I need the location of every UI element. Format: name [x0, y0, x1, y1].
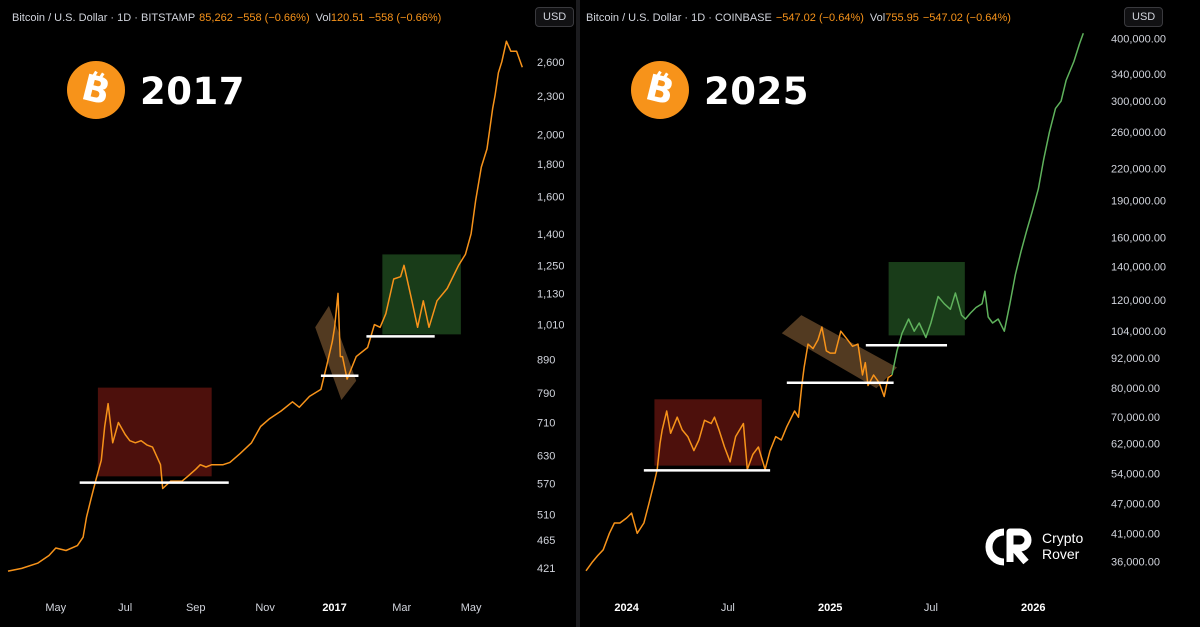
panel-divider [576, 0, 580, 627]
vol-value: 120.51 [330, 12, 365, 24]
symbol-label: Bitcoin / U.S. Dollar · 1D · COINBASE [586, 12, 772, 24]
y-tick-label: 570 [537, 479, 555, 491]
y-tick-label: 54,000.00 [1111, 469, 1160, 481]
vol-change: −547.02 (−0.64%) [922, 12, 1011, 24]
symbol-label: Bitcoin / U.S. Dollar · 1D · BITSTAMP [12, 12, 196, 24]
y-tick-label: 300,000.00 [1111, 96, 1166, 108]
y-tick-label: 104,000.00 [1111, 326, 1166, 338]
y-tick-label: 120,000.00 [1111, 295, 1166, 307]
bitcoin-logo-icon: B [67, 61, 125, 119]
y-tick-label: 220,000.00 [1111, 163, 1166, 175]
x-tick-label: May [45, 602, 66, 614]
price-line-1 [891, 32, 1085, 376]
y-tick-label: 630 [537, 451, 555, 463]
y-tick-label: 1,250 [537, 260, 565, 272]
y-tick-label: 62,000.00 [1111, 439, 1160, 451]
consolidation-box-green [888, 262, 965, 336]
y-tick-label: 1,010 [537, 320, 565, 332]
consolidation-box-red [97, 387, 212, 477]
bitcoin-logo-icon: B [631, 61, 689, 119]
x-tick-label: Nov [255, 602, 275, 614]
y-tick-label: 260,000.00 [1111, 127, 1166, 139]
x-tick-label: Jul [924, 602, 938, 614]
consolidation-box-green [382, 254, 461, 335]
x-tick-label: 2024 [614, 602, 639, 614]
y-tick-label: 1,600 [537, 192, 565, 204]
y-tick-label: 1,400 [537, 229, 565, 241]
y-tick-label: 421 [537, 563, 555, 575]
y-tick-label: 2,300 [537, 91, 565, 103]
x-tick-label: Sep [186, 602, 206, 614]
brand-name: Crypto Rover [1042, 530, 1083, 562]
y-tick-label: 41,000.00 [1111, 528, 1160, 540]
vol-change: −558 (−0.66%) [368, 12, 442, 24]
x-tick-label: Jul [721, 602, 735, 614]
year-label: 2025 [704, 70, 809, 113]
crypto-rover-logo-icon [985, 528, 1032, 566]
vol-label: Vol [869, 12, 886, 24]
x-tick-label: 2026 [1021, 602, 1045, 614]
year-label: 2017 [140, 70, 245, 113]
chart-2017-svg: 2,600 2,300 2,000 1,800 1,600 1,400 1,250 1,130… [7, 40, 565, 614]
y-tick-label: 140,000.00 [1111, 262, 1166, 274]
brand-line-2: Rover [1042, 546, 1080, 562]
chart-2025-svg: 400,000.00 340,000.00 300,000.00 260,000.00… [585, 32, 1166, 614]
y-tick-label: 47,000.00 [1111, 499, 1160, 511]
y-tick-label: 1,130 [537, 288, 565, 300]
x-tick-label: 2017 [322, 602, 346, 614]
y-tick-label: 92,000.00 [1111, 353, 1160, 365]
price-change: −558 (−0.66%) [236, 12, 310, 24]
chart-panel-2025: 400,000.00 340,000.00 300,000.00 260,000.00… [580, 0, 1200, 627]
y-tick-label: 70,000.00 [1111, 412, 1160, 424]
chart-header: Bitcoin / U.S. Dollar · 1D · BITSTAMP 85,… [12, 12, 441, 24]
y-tick-label: 80,000.00 [1111, 383, 1160, 395]
x-tick-label: Mar [392, 602, 411, 614]
y-tick-label: 465 [537, 535, 555, 547]
currency-button[interactable]: USD [535, 7, 575, 27]
y-tick-label: 190,000.00 [1111, 195, 1166, 207]
x-tick-label: May [461, 602, 482, 614]
vol-value: 755.95 [885, 12, 919, 24]
y-tick-label: 790 [537, 388, 555, 400]
x-tick-label: 2025 [818, 602, 842, 614]
y-tick-label: 510 [537, 509, 555, 521]
chart-panel-2017: 2,600 2,300 2,000 1,800 1,600 1,400 1,250 1,130… [0, 0, 576, 627]
y-tick-label: 340,000.00 [1111, 69, 1166, 81]
y-tick-label: 36,000.00 [1111, 557, 1160, 569]
y-tick-label: 2,000 [537, 130, 565, 142]
price-line-0 [585, 326, 893, 572]
y-tick-label: 2,600 [537, 57, 565, 69]
vol-label: Vol [315, 12, 331, 24]
y-tick-label: 710 [537, 418, 555, 430]
consolidation-box-tan [781, 315, 897, 389]
brand-line-1: Crypto [1042, 530, 1084, 546]
chart-header: Bitcoin / U.S. Dollar · 1D · COINBASE −54… [586, 12, 1011, 24]
y-tick-label: 400,000.00 [1111, 34, 1166, 46]
y-tick-label: 1,800 [537, 159, 565, 171]
price-change: −547.02 (−0.64%) [775, 12, 864, 24]
y-tick-label: 160,000.00 [1111, 233, 1166, 245]
y-tick-label: 890 [537, 355, 555, 367]
price-line-0 [7, 40, 524, 572]
x-tick-label: Jul [118, 602, 132, 614]
price-value: 85,262 [199, 12, 233, 24]
currency-button[interactable]: USD [1124, 7, 1164, 27]
